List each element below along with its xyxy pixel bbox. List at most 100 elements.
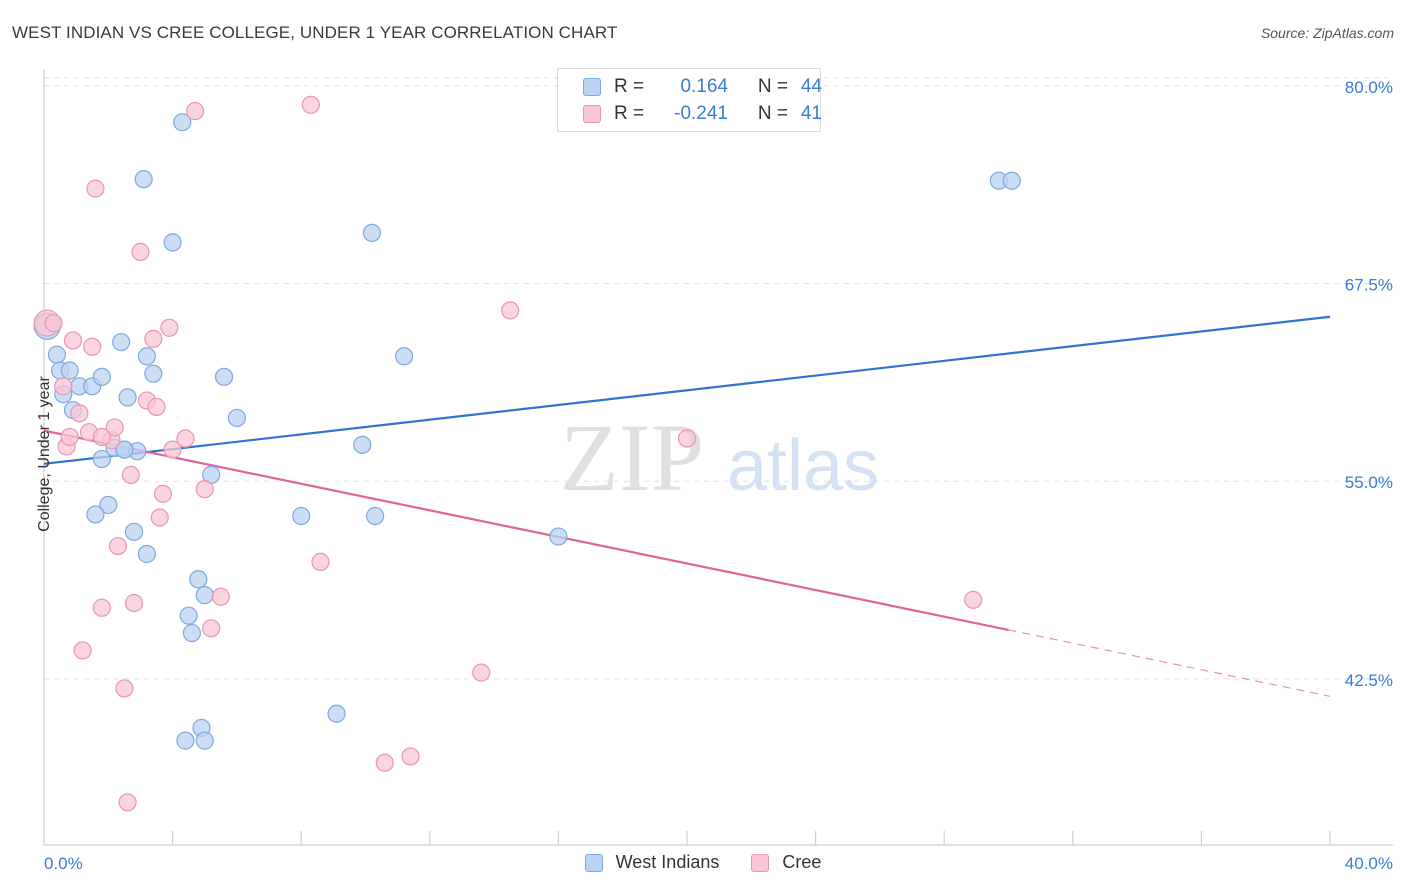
n-value: 41: [800, 103, 822, 124]
trend-line-cree-extension: [1008, 629, 1331, 697]
point-west-indians: [353, 435, 372, 454]
point-cree: [54, 377, 73, 396]
point-cree: [311, 552, 330, 571]
point-cree: [105, 418, 124, 437]
point-cree: [118, 793, 137, 812]
point-west-indians: [179, 606, 198, 625]
point-cree: [677, 429, 697, 448]
point-west-indians: [173, 113, 192, 132]
point-cree: [86, 179, 105, 198]
chart-title: WEST INDIAN VS CREE COLLEGE, UNDER 1 YEA…: [12, 23, 618, 42]
trend-line-west-indians: [43, 315, 1331, 465]
n-label: N =: [757, 76, 788, 97]
grid-lines: [44, 77, 1393, 680]
point-west-indians: [182, 623, 201, 643]
point-west-indians: [549, 527, 568, 546]
point-cree: [63, 331, 83, 350]
r-value: 0.164: [680, 76, 728, 97]
point-west-indians: [112, 332, 131, 352]
pink-swatch: [583, 105, 601, 123]
point-cree: [501, 301, 520, 320]
point-west-indians: [99, 495, 118, 515]
tick-labels: 42.5% 55.0% 67.5% 80.0% 0.0% 40.0%: [44, 78, 1393, 873]
point-cree: [115, 679, 134, 698]
point-cree: [472, 663, 491, 682]
point-west-indians: [115, 440, 134, 459]
point-west-indians: [118, 388, 137, 407]
point-cree: [211, 587, 230, 606]
point-cree: [131, 242, 150, 261]
r-label: R =: [614, 103, 645, 124]
point-west-indians: [327, 704, 346, 723]
point-west-indians: [60, 361, 79, 380]
point-cree: [124, 593, 144, 613]
point-cree: [121, 465, 140, 484]
point-cree: [92, 598, 111, 617]
point-cree: [375, 753, 394, 772]
legend-item-cree: Cree: [751, 852, 821, 873]
point-west-indians: [292, 506, 311, 526]
point-cree: [153, 484, 173, 503]
point-west-indians: [176, 731, 195, 750]
point-cree: [186, 102, 205, 121]
trend-line-cree: [43, 429, 1009, 631]
axes: [43, 70, 1393, 846]
point-cree: [301, 95, 320, 114]
point-cree: [195, 480, 214, 499]
y-tick-label: 67.5%: [1345, 276, 1393, 295]
blue-swatch: [583, 78, 601, 96]
point-west-indians: [92, 449, 111, 469]
point-cree: [176, 429, 195, 448]
data-points: [33, 95, 1021, 812]
point-west-indians: [124, 522, 144, 541]
series-legend: West Indians Cree: [0, 852, 1406, 873]
point-cree: [73, 641, 92, 660]
watermark-atlas: atlas: [727, 426, 879, 506]
n-label: N =: [757, 103, 788, 124]
point-cree: [108, 536, 128, 556]
point-west-indians: [134, 170, 153, 189]
point-cree: [160, 318, 179, 337]
point-cree: [401, 747, 420, 766]
legend-row-cree: R = -0.241 N = 41: [583, 102, 822, 126]
point-west-indians: [195, 731, 214, 750]
y-axis-label: College, Under 1 year: [36, 376, 53, 532]
point-cree: [83, 337, 102, 356]
legend-label-west-indians: West Indians: [615, 852, 720, 872]
y-tick-label: 42.5%: [1345, 671, 1393, 690]
point-cree: [150, 508, 169, 527]
point-west-indians: [362, 223, 382, 243]
point-west-indians: [195, 586, 214, 605]
r-label: R =: [614, 76, 645, 97]
point-cree: [964, 590, 983, 609]
point-cree: [144, 329, 163, 348]
n-value: 44: [800, 76, 822, 97]
point-cree: [147, 397, 166, 416]
point-west-indians: [214, 367, 234, 386]
watermark-zip: ZIP: [560, 404, 704, 511]
point-west-indians: [189, 570, 208, 589]
blue-swatch: [584, 853, 603, 872]
x-tick-label: 40.0%: [1345, 854, 1393, 873]
point-west-indians: [366, 506, 385, 526]
trend-lines: [43, 315, 1331, 697]
y-tick-label: 55.0%: [1345, 473, 1393, 492]
legend-item-west-indians: West Indians: [584, 852, 720, 873]
y-tick-label: 80.0%: [1345, 78, 1393, 97]
point-cree: [202, 619, 221, 638]
point-west-indians: [144, 364, 163, 383]
watermark: ZIP atlas: [560, 404, 879, 511]
point-west-indians: [1002, 171, 1021, 190]
point-west-indians: [227, 408, 246, 428]
pink-swatch: [751, 853, 770, 872]
point-west-indians: [137, 347, 156, 366]
point-cree: [163, 440, 182, 459]
legend-row-west-indians: R = 0.164 N = 44: [583, 75, 822, 99]
point-cree: [92, 427, 111, 447]
point-west-indians: [163, 233, 182, 252]
point-west-indians: [86, 505, 105, 524]
r-value: -0.241: [674, 103, 728, 124]
point-cree: [60, 427, 79, 447]
point-west-indians: [394, 347, 414, 366]
